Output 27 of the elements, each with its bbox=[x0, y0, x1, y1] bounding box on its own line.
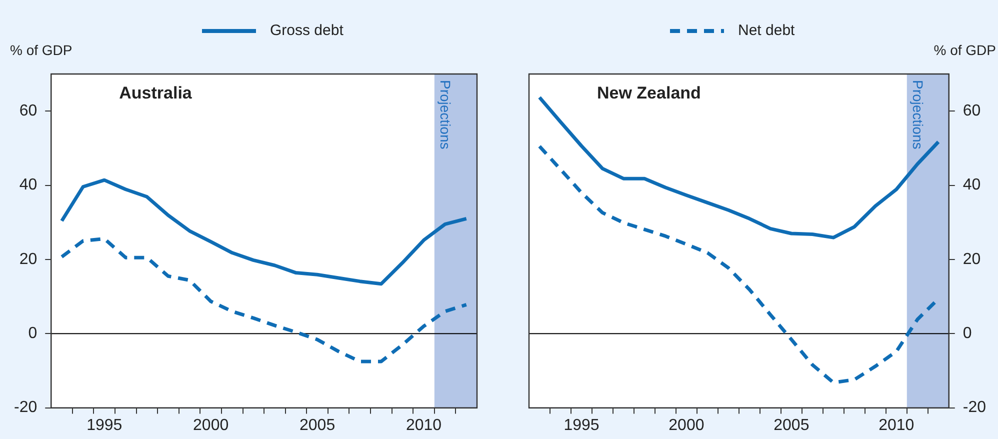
text: Australia bbox=[119, 84, 192, 103]
y2-tick-label: -20 bbox=[962, 399, 986, 416]
y-tick-label: 60 bbox=[19, 102, 38, 120]
legend-label: Gross debt bbox=[270, 22, 344, 39]
y2-tick-label: 20 bbox=[962, 250, 981, 268]
y2-tick-label: 0 bbox=[962, 325, 972, 342]
y-axis-title: % of GDP bbox=[10, 42, 72, 58]
y-tick-label: -20 bbox=[14, 399, 38, 416]
y2-axis-title: % of GDP bbox=[934, 42, 996, 58]
y-tick-label: 20 bbox=[19, 250, 38, 268]
text: New Zealand bbox=[597, 84, 701, 103]
band-label: Projections bbox=[910, 80, 926, 150]
x-tick-label: 1995 bbox=[86, 416, 122, 434]
y-tick-label: 0 bbox=[28, 325, 38, 342]
y-tick-label: 40 bbox=[19, 176, 38, 194]
x-tick-label: 2005 bbox=[300, 416, 336, 434]
x-tick-label: 2000 bbox=[668, 416, 704, 434]
y2-tick-label: 60 bbox=[962, 102, 981, 120]
legend-label: Net debt bbox=[738, 22, 795, 39]
line-series bbox=[60, 236, 468, 364]
x-tick-label: 2000 bbox=[193, 416, 229, 434]
band-label: Projections bbox=[438, 80, 454, 150]
x-tick-label: 2010 bbox=[878, 416, 914, 434]
x-tick-label: 2005 bbox=[774, 416, 810, 434]
x-tick-label: 2010 bbox=[406, 416, 442, 434]
x-tick-label: 1995 bbox=[564, 416, 600, 434]
y2-tick-label: 40 bbox=[962, 176, 981, 194]
